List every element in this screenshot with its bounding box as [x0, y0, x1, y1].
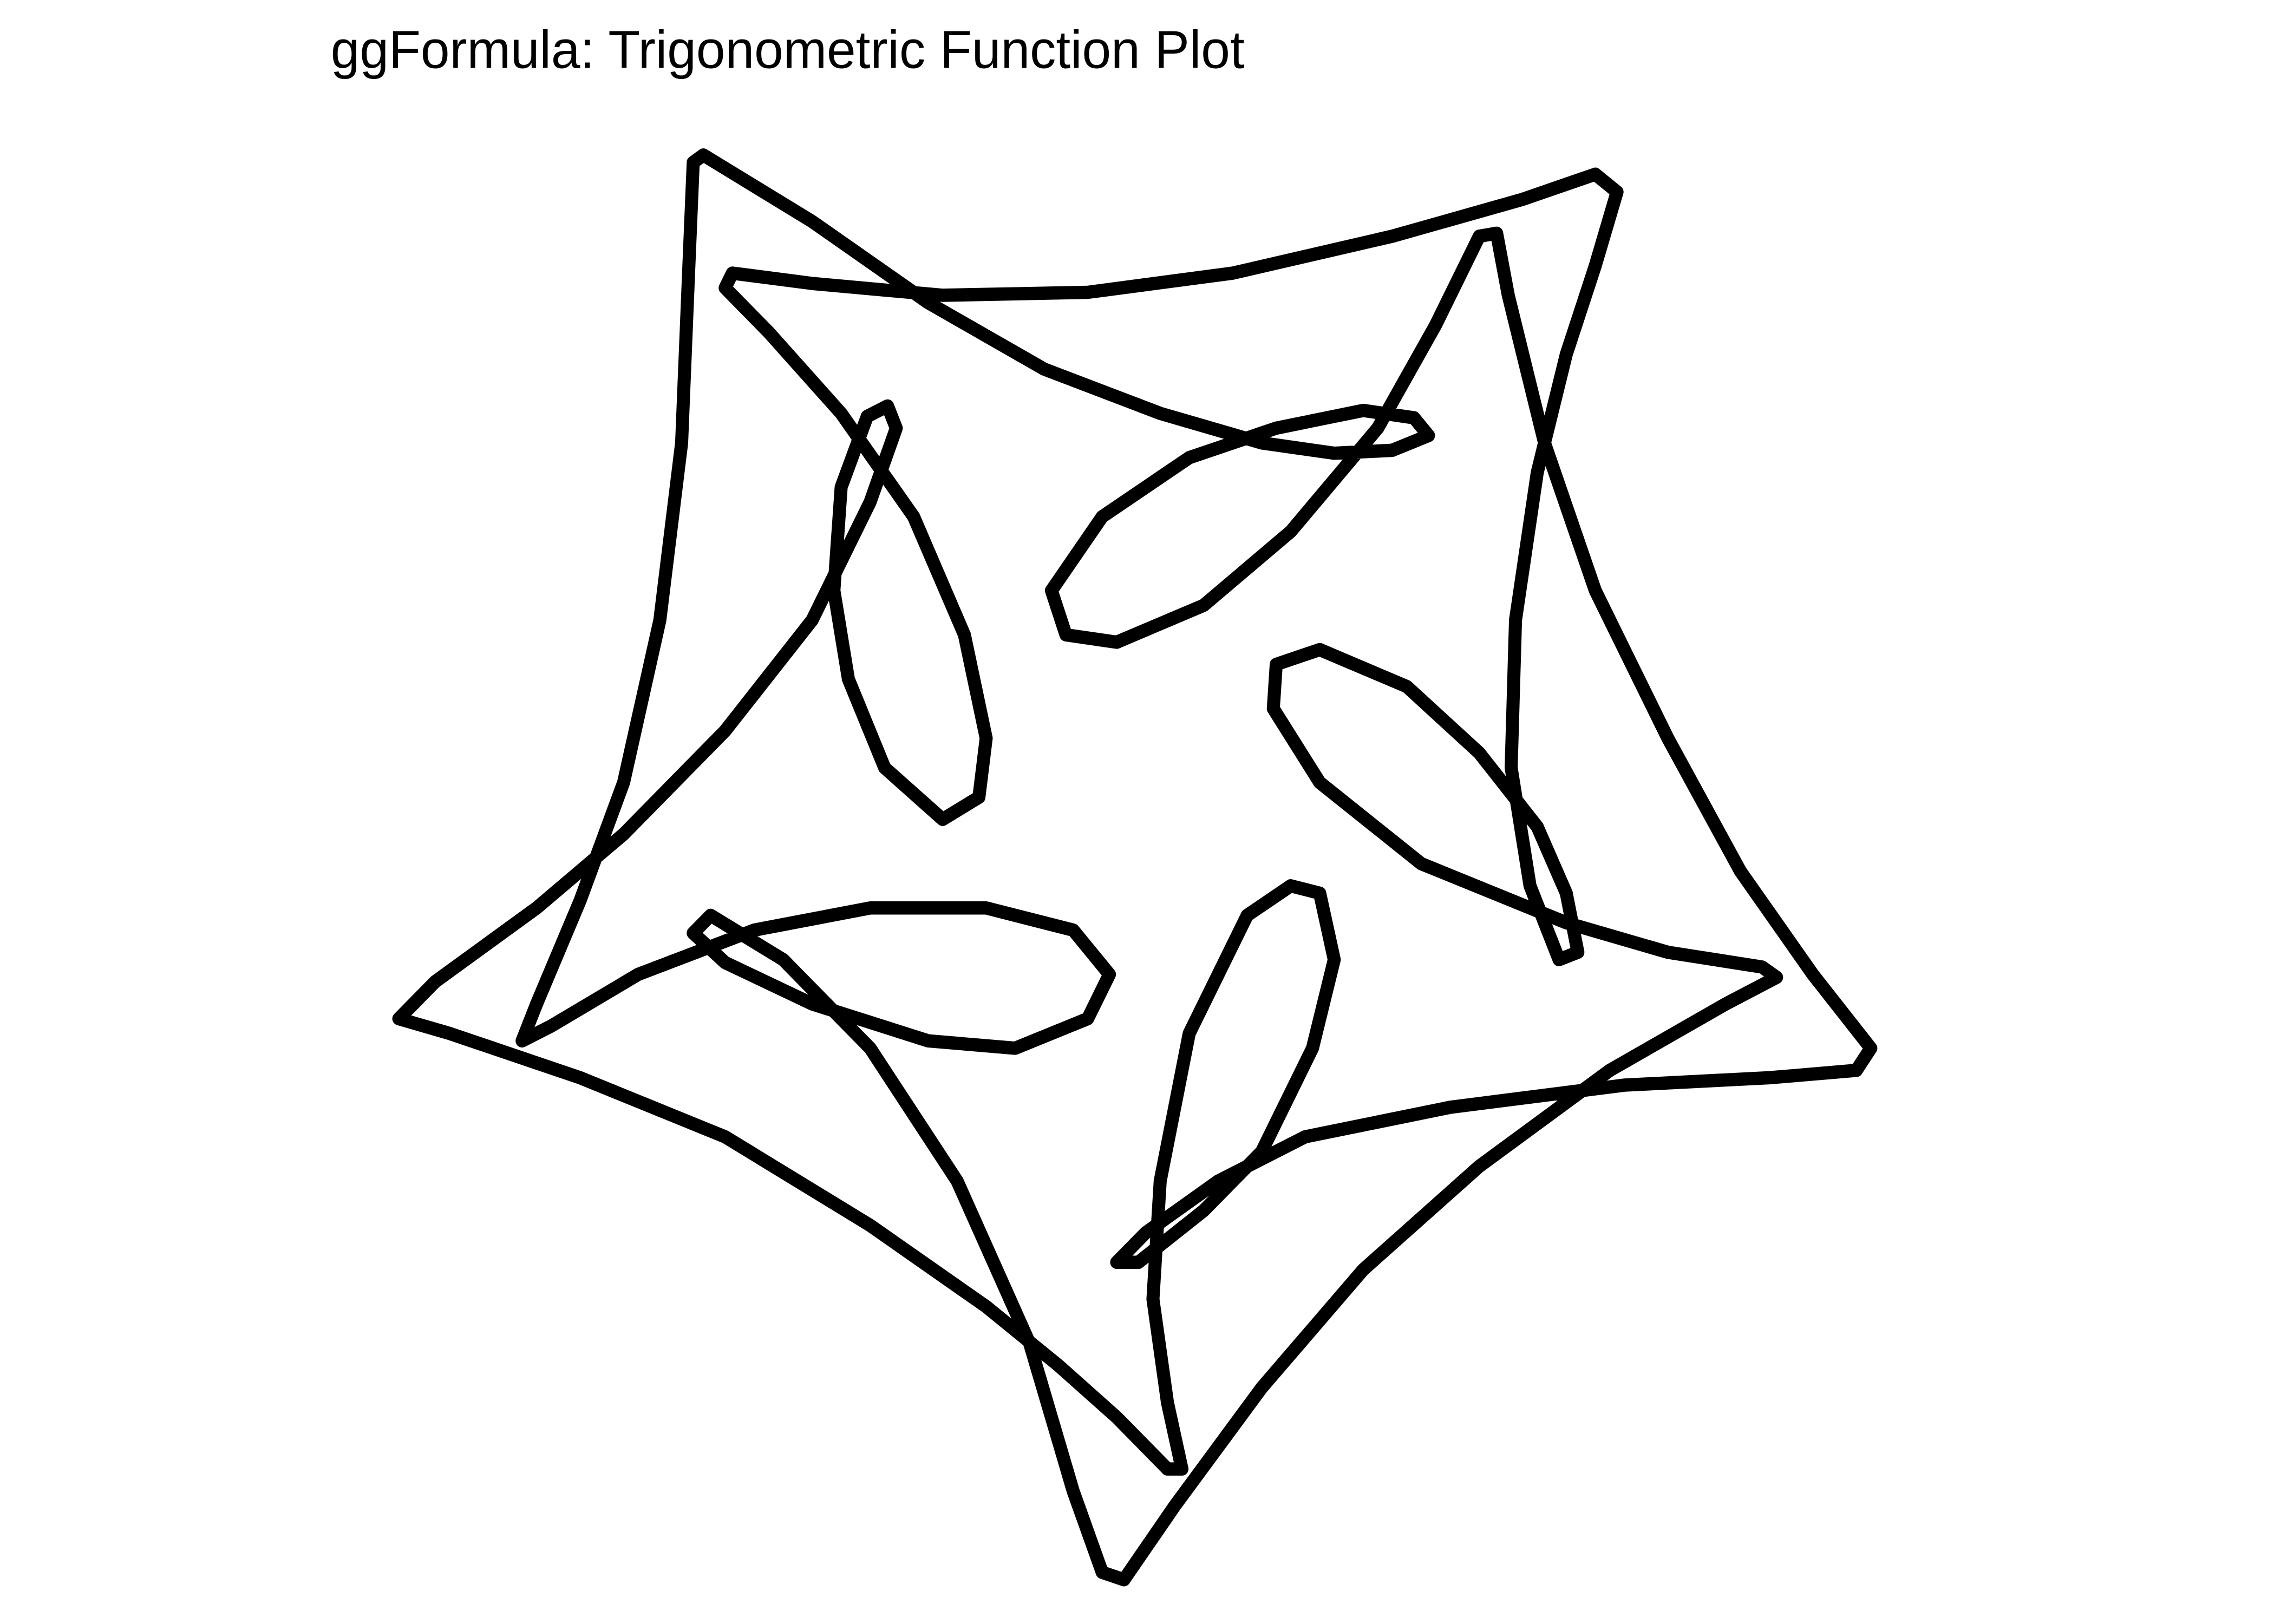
chart-title: ggFormula: Trigonometric Function Plot: [331, 20, 1245, 80]
curve: [392, 148, 1878, 1587]
